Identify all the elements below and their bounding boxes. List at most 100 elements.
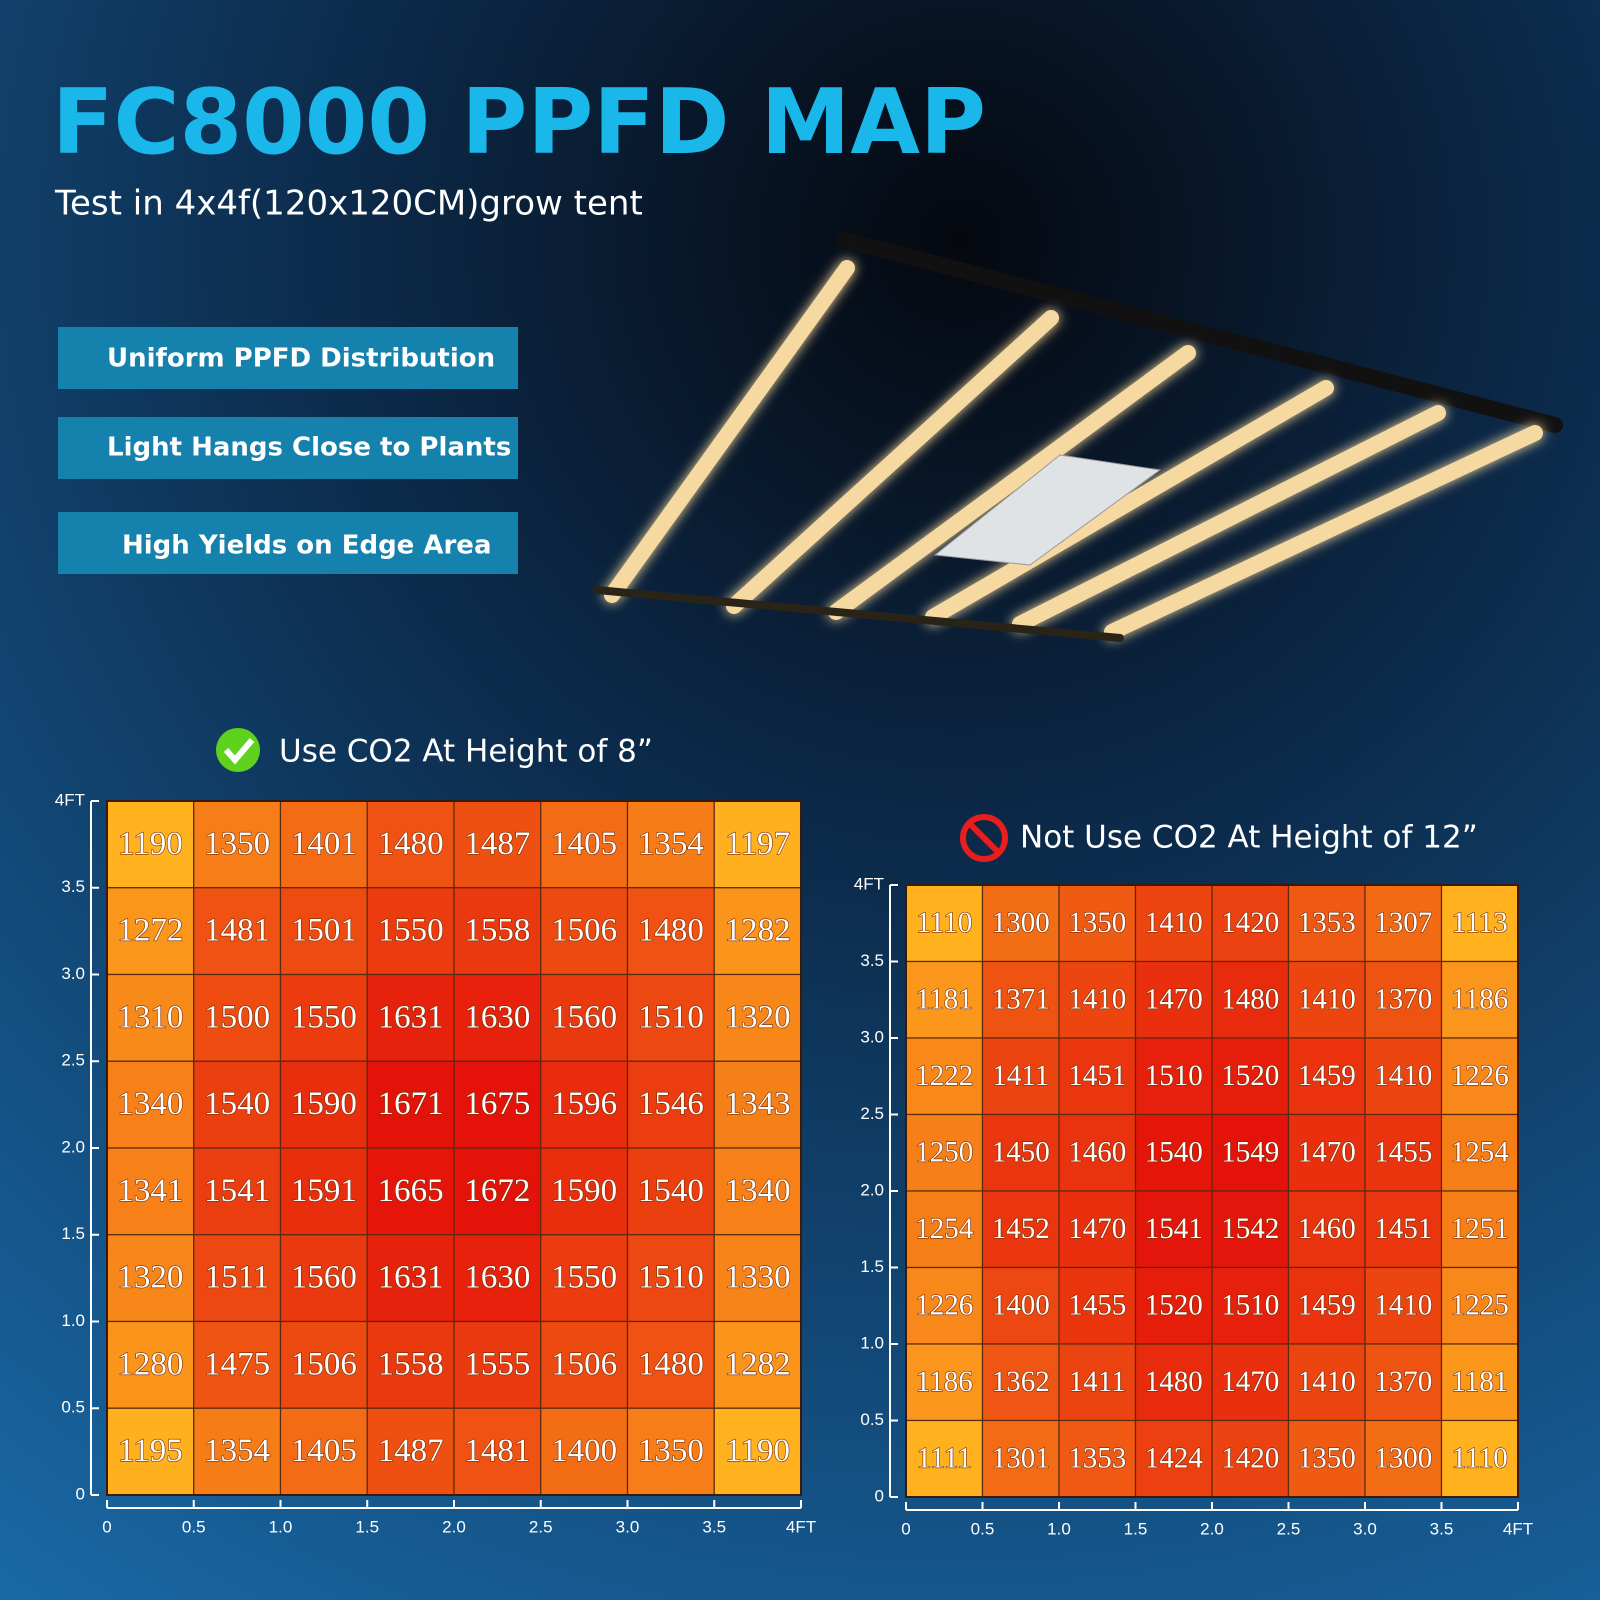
cell-value: 1190: [725, 1433, 790, 1469]
cell-value: 1630: [464, 999, 530, 1035]
heat-cell: [279, 1234, 368, 1323]
cell-value: 1501: [291, 913, 357, 949]
page-subtitle: Test in 4x4f(120x120CM)grow tent: [54, 184, 643, 224]
cell-value: 1590: [551, 1173, 617, 1209]
cell-value: 1558: [378, 1346, 444, 1382]
cell-value: 1350: [1298, 1442, 1356, 1474]
heat-cell: [713, 1407, 802, 1496]
cell-value: 1506: [551, 913, 617, 949]
heat-cell: [1211, 1343, 1290, 1422]
heat-cell: [1440, 1037, 1519, 1116]
cell-value: 1460: [1298, 1213, 1356, 1245]
y-tick-label: 1.5: [860, 1257, 884, 1276]
cell-value: 1549: [1221, 1136, 1279, 1168]
cell-value: 1186: [1451, 983, 1508, 1015]
heat-cell: [366, 1234, 455, 1323]
cell-value: 1480: [1221, 983, 1279, 1015]
heat-cell: [713, 887, 802, 976]
cell-value: 1596: [551, 1086, 617, 1122]
heat-cell: [1211, 1113, 1290, 1192]
cell-value: 1410: [1298, 1366, 1356, 1398]
y-tick-label: 3.5: [860, 951, 884, 970]
y-tick-label: 0.5: [860, 1410, 884, 1429]
cell-value: 1510: [1145, 1060, 1203, 1092]
cell-value: 1410: [1374, 1289, 1432, 1321]
cell-value: 1282: [725, 1346, 791, 1382]
heat-cell: [1287, 1419, 1366, 1498]
heat-cell: [193, 1147, 282, 1236]
cell-value: 1420: [1221, 907, 1279, 939]
cell-value: 1353: [1298, 907, 1356, 939]
cell-value: 1672: [464, 1173, 530, 1209]
y-tick-label: 1.0: [860, 1333, 884, 1352]
cell-value: 1500: [204, 999, 270, 1035]
cell-value: 1420: [1221, 1442, 1279, 1474]
cell-value: 1541: [204, 1173, 270, 1209]
cell-value: 1272: [117, 913, 183, 949]
heat-cell: [626, 1060, 715, 1149]
heat-cell: [905, 1266, 984, 1345]
led-bar: [604, 260, 855, 603]
cell-value: 1226: [915, 1289, 973, 1321]
heat-cell: [540, 1407, 629, 1496]
cell-value: 1511: [205, 1260, 270, 1296]
cell-value: 1197: [725, 826, 790, 862]
cell-value: 1251: [1451, 1213, 1509, 1245]
y-tick-label: 2.5: [860, 1104, 884, 1123]
cell-value: 1631: [378, 1260, 444, 1296]
y-tick-label: 2.0: [61, 1137, 85, 1156]
plot-border: [106, 800, 802, 1496]
cell-value: 1226: [1451, 1060, 1509, 1092]
heat-cell: [1211, 1190, 1290, 1269]
heat-cell: [366, 887, 455, 976]
heat-cell: [1287, 1037, 1366, 1116]
cell-value: 1195: [118, 1433, 183, 1469]
cell-value: 1675: [464, 1086, 530, 1122]
heat-cell: [1440, 960, 1519, 1039]
cell-value: 1341: [117, 1173, 183, 1209]
cell-value: 1411: [1069, 1366, 1126, 1398]
heat-cell: [279, 973, 368, 1062]
cell-value: 1546: [638, 1086, 704, 1122]
cell-value: 1405: [291, 1433, 357, 1469]
cell-value: 1550: [378, 913, 444, 949]
led-bar: [1104, 425, 1543, 640]
heat-cell: [981, 1190, 1060, 1269]
heat-cell: [1211, 1419, 1290, 1498]
x-tick-label: 2.0: [442, 1517, 466, 1536]
cell-value: 1320: [725, 999, 791, 1035]
cell-value: 1354: [638, 826, 704, 862]
heat-cell: [981, 1266, 1060, 1345]
cell-value: 1190: [118, 826, 183, 862]
y-tick-label: 4FT: [854, 874, 884, 893]
heat-cell: [1440, 1419, 1519, 1498]
feature-box: [58, 417, 518, 479]
cell-value: 1480: [1145, 1366, 1203, 1398]
cell-value: 1330: [725, 1260, 791, 1296]
cell-value: 1460: [1068, 1136, 1126, 1168]
heat-cell: [1364, 960, 1443, 1039]
cell-value: 1254: [1451, 1136, 1510, 1168]
x-tick-label: 1.0: [269, 1517, 293, 1536]
heat-cell: [1134, 1037, 1213, 1116]
heat-cell: [981, 960, 1060, 1039]
fixture-back-bar: [837, 232, 1563, 433]
cell-value: 1560: [551, 999, 617, 1035]
heat-cell: [626, 800, 715, 889]
grow-light-illustration: [593, 232, 1563, 642]
heat-cell: [626, 973, 715, 1062]
cell-value: 1371: [992, 983, 1050, 1015]
cell-value: 1320: [117, 1260, 183, 1296]
heat-cell: [453, 973, 542, 1062]
heat-cell: [1058, 1419, 1137, 1498]
cell-value: 1350: [638, 1433, 704, 1469]
cell-value: 1550: [551, 1260, 617, 1296]
y-tick-label: 0: [875, 1486, 884, 1505]
heat-cell: [1440, 884, 1519, 963]
cell-value: 1401: [291, 826, 357, 862]
heat-cell: [1364, 1113, 1443, 1192]
cell-value: 1510: [1221, 1289, 1279, 1321]
x-tick-label: 4FT: [786, 1517, 816, 1536]
cell-value: 1506: [291, 1346, 357, 1382]
cell-value: 1410: [1068, 983, 1126, 1015]
